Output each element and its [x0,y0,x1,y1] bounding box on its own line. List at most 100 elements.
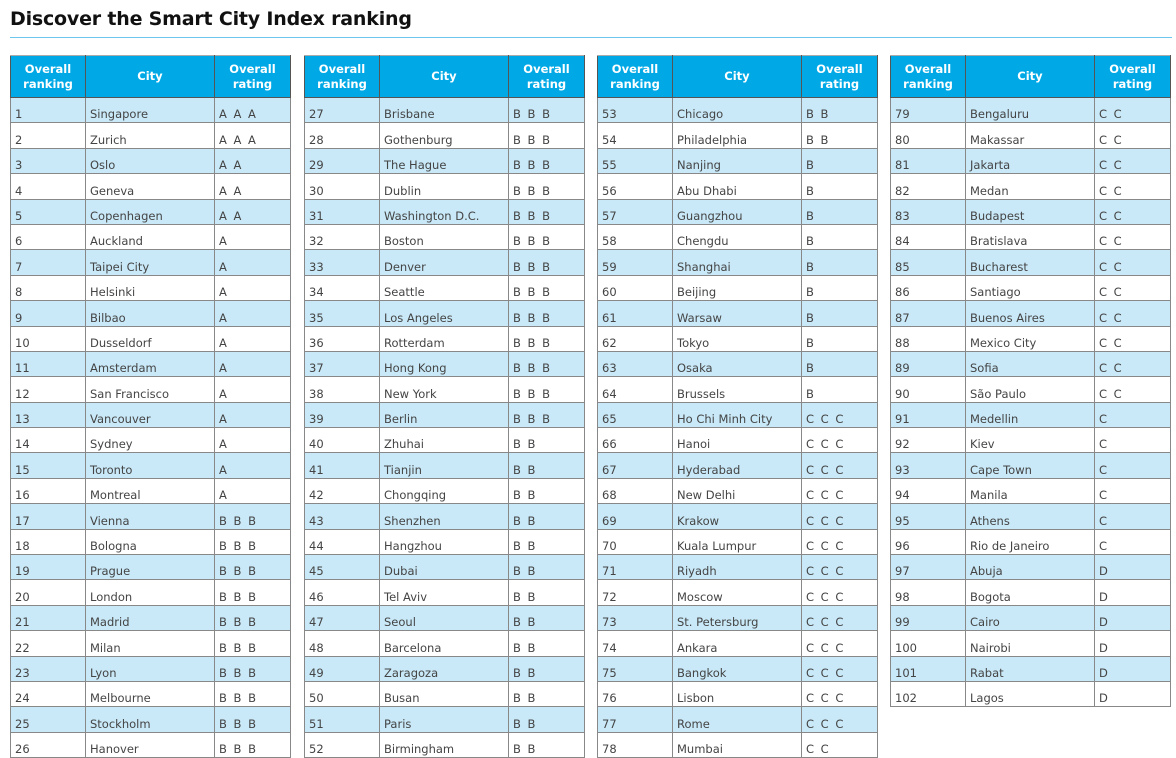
city-cell: Shenzhen [379,503,509,530]
ranking-cell: 12 [10,376,86,403]
ranking-cell: 11 [10,350,86,378]
table-row: 101 Rabat D [890,655,1171,682]
ranking-cell: 42 [304,477,380,505]
ranking-cell: 64 [597,376,673,403]
table-row: 35 Los Angeles B B B [304,300,585,327]
rating-cell: D [1094,655,1171,682]
header-line: Overall [611,61,659,76]
rating-cell: D [1094,554,1171,581]
rating-cell: C C C [801,706,878,733]
rating-cell: B [801,300,878,327]
table-row: 81 Jakarta C C [890,147,1171,175]
rating-cell: B B B [508,198,585,225]
table-row: 84 Bratislava C C [890,223,1171,251]
city-cell: Rotterdam [379,325,509,352]
ranking-cell: 78 [597,731,673,758]
rating-cell: B [801,325,878,352]
ranking-cell: 19 [10,554,86,581]
rating-cell: A [214,274,291,302]
header-line: ranking [903,76,953,91]
header-line: ranking [610,76,660,91]
rating-cell: A [214,376,291,403]
rating-cell: C C C [801,630,878,657]
header-city: City [965,55,1095,98]
rating-cell: C C C [801,452,878,479]
ranking-cell: 31 [304,198,380,225]
rating-cell: A A A [214,122,291,149]
ranking-cell: 1 [10,96,86,124]
table-row: 16 Montreal A [10,477,291,505]
city-cell: The Hague [379,147,509,175]
table-header: Overall ranking City Overall rating [890,55,1171,98]
rating-cell: A A A [214,96,291,124]
city-cell: Tianjin [379,452,509,479]
city-cell: New York [379,376,509,403]
city-cell: Barcelona [379,630,509,657]
table-row: 1 Singapore A A A [10,96,291,124]
rating-cell: A [214,477,291,505]
table-row: 89 Sofia C C [890,350,1171,378]
table-row: 56 Abu Dhabi B [597,173,878,200]
rating-cell: B B B [214,680,291,708]
ranking-cell: 36 [304,325,380,352]
header-line: Overall [904,61,952,76]
table-row: 99 Cairo D [890,604,1171,632]
table-row: 52 Birmingham B B [304,731,585,758]
rating-cell: C C [1094,300,1171,327]
table-row: 15 Toronto A [10,452,291,479]
city-cell: Prague [85,554,215,581]
ranking-cell: 82 [890,173,966,200]
header-city: City [85,55,215,98]
rating-cell: C C [1094,147,1171,175]
rating-cell: B [801,223,878,251]
ranking-cell: 3 [10,147,86,175]
city-cell: Amsterdam [85,350,215,378]
header-city: City [672,55,802,98]
ranking-cell: 50 [304,680,380,708]
header-city: City [379,55,509,98]
rating-cell: A [214,249,291,276]
rating-cell: B B B [508,300,585,327]
table-row: 47 Seoul B B [304,604,585,632]
city-cell: Brussels [672,376,802,403]
ranking-cell: 69 [597,503,673,530]
table-row: 43 Shenzhen B B [304,503,585,530]
rating-cell: D [1094,579,1171,606]
ranking-table-3: Overall ranking City Overall rating 53 Chicago… [597,55,878,758]
city-cell: Birmingham [379,731,509,758]
city-cell: Hanover [85,731,215,758]
ranking-cell: 91 [890,401,966,429]
table-row: 91 Medellin C [890,401,1171,429]
header-line: Overall [816,61,863,76]
city-cell: Bilbao [85,300,215,327]
city-cell: Montreal [85,477,215,505]
table-row: 79 Bengaluru C C [890,96,1171,124]
city-cell: Tel Aviv [379,579,509,606]
rating-cell: B [801,147,878,175]
table-row: 77 Rome C C C [597,706,878,733]
ranking-cell: 21 [10,604,86,632]
ranking-cell: 100 [890,630,966,657]
city-cell: Copenhagen [85,198,215,225]
table-row: 82 Medan C C [890,173,1171,200]
city-cell: Medellin [965,401,1095,429]
rating-cell: A [214,300,291,327]
header-overall-rating: Overall rating [801,55,878,98]
ranking-cell: 55 [597,147,673,175]
city-cell: Sofia [965,350,1095,378]
city-cell: Chengdu [672,223,802,251]
table-row: 49 Zaragoza B B [304,655,585,682]
rating-cell: B B B [214,503,291,530]
ranking-cell: 60 [597,274,673,302]
city-cell: Beijing [672,274,802,302]
rating-cell: B B [508,427,585,454]
rating-cell: C [1094,477,1171,505]
city-cell: Rio de Janeiro [965,528,1095,556]
table-row: 31 Washington D.C. B B B [304,198,585,225]
table-row: 92 Kiev C [890,427,1171,454]
city-cell: Abuja [965,554,1095,581]
rating-cell: C C C [801,579,878,606]
table-row: 6 Auckland A [10,223,291,251]
rating-cell: A [214,401,291,429]
ranking-cell: 88 [890,325,966,352]
